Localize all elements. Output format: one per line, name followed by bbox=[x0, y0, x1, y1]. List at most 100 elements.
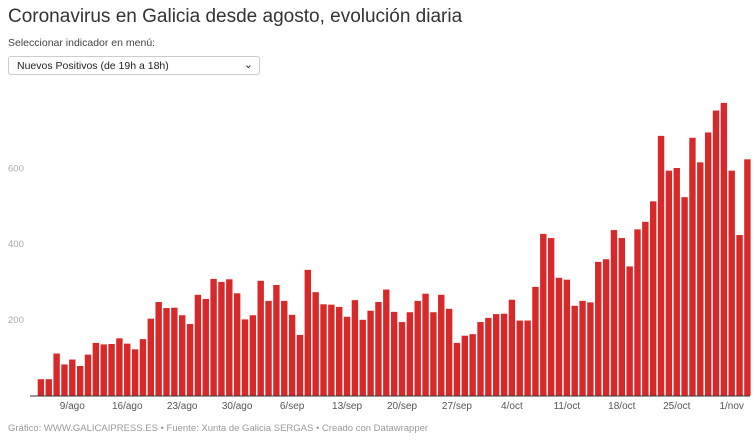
bar bbox=[343, 316, 351, 396]
bar bbox=[712, 110, 720, 396]
x-tick-label: 25/oct bbox=[663, 401, 690, 412]
bar bbox=[469, 334, 476, 396]
bar bbox=[186, 323, 194, 396]
bar bbox=[218, 281, 225, 396]
x-tick-label: 27/sep bbox=[442, 401, 472, 412]
x-tick-label: 16/ago bbox=[112, 401, 143, 412]
bar bbox=[92, 342, 100, 396]
bar bbox=[650, 201, 657, 396]
bar bbox=[265, 300, 272, 396]
bar bbox=[124, 343, 131, 396]
bar bbox=[736, 235, 743, 396]
bar bbox=[233, 293, 241, 396]
bar bbox=[155, 302, 162, 396]
chart-title: Coronavirus en Galicia desde agosto, evo… bbox=[8, 6, 463, 27]
bar bbox=[226, 279, 233, 396]
bar bbox=[500, 313, 508, 396]
bar bbox=[571, 305, 578, 396]
bar bbox=[69, 359, 76, 396]
bar bbox=[179, 315, 186, 396]
x-tick-label: 1/nov bbox=[719, 401, 743, 412]
indicator-select-value: Nuevos Positivos (de 19h a 18h) bbox=[17, 60, 169, 72]
bar bbox=[422, 293, 429, 396]
selector-label: Seleccionar indicador en menú: bbox=[8, 37, 156, 49]
x-tick-label: 23/ago bbox=[167, 401, 198, 412]
bar bbox=[171, 307, 178, 396]
bar bbox=[37, 379, 45, 396]
bar bbox=[336, 306, 343, 396]
bar bbox=[602, 259, 610, 396]
x-tick-label: 9/ago bbox=[60, 401, 85, 412]
bar bbox=[665, 170, 673, 396]
bar bbox=[728, 170, 735, 396]
bar bbox=[147, 318, 154, 396]
y-tick-label: 600 bbox=[8, 163, 24, 174]
x-tick-label: 4/oct bbox=[501, 401, 523, 412]
bar bbox=[555, 277, 563, 396]
bar bbox=[241, 319, 249, 396]
x-tick-label: 6/sep bbox=[280, 401, 305, 412]
bar bbox=[45, 379, 52, 396]
y-tick-label: 400 bbox=[8, 239, 24, 250]
bar bbox=[618, 238, 625, 396]
bar bbox=[697, 162, 704, 396]
bar bbox=[610, 230, 618, 396]
bar bbox=[438, 294, 445, 396]
bar bbox=[320, 304, 327, 396]
bar bbox=[163, 308, 170, 396]
bar bbox=[673, 168, 680, 396]
bar bbox=[288, 314, 296, 396]
bar bbox=[131, 349, 139, 396]
bar bbox=[116, 338, 123, 396]
bar bbox=[430, 312, 437, 396]
bar bbox=[524, 320, 531, 396]
x-tick-label: 13/sep bbox=[332, 401, 362, 412]
bar bbox=[532, 286, 539, 396]
bar bbox=[108, 344, 115, 396]
bar bbox=[383, 289, 390, 396]
bar bbox=[398, 322, 406, 396]
bar bbox=[367, 310, 374, 396]
bar bbox=[414, 300, 421, 396]
bar bbox=[304, 269, 311, 396]
bar bbox=[139, 339, 147, 396]
bar bbox=[453, 342, 461, 396]
bar bbox=[257, 280, 264, 396]
bar bbox=[351, 300, 359, 396]
bar bbox=[493, 314, 500, 396]
bar bbox=[547, 238, 555, 396]
bar bbox=[634, 229, 641, 396]
bar bbox=[689, 137, 696, 396]
bar bbox=[540, 233, 547, 396]
bar bbox=[477, 322, 484, 396]
bar bbox=[53, 353, 60, 396]
bar bbox=[328, 304, 335, 396]
bar bbox=[461, 335, 468, 396]
bar bbox=[579, 300, 586, 396]
bar bbox=[563, 279, 571, 396]
bar bbox=[508, 299, 516, 396]
y-tick-label: 200 bbox=[8, 315, 24, 326]
bar bbox=[657, 135, 665, 396]
bar bbox=[704, 132, 712, 396]
indicator-select[interactable]: Nuevos Positivos (de 19h a 18h) ⌄ bbox=[8, 56, 260, 75]
x-tick-label: 18/oct bbox=[608, 401, 635, 412]
bar bbox=[485, 317, 492, 396]
bar bbox=[61, 364, 68, 396]
x-tick-label: 20/sep bbox=[387, 401, 417, 412]
chevron-down-icon: ⌄ bbox=[243, 59, 253, 71]
bar bbox=[312, 292, 319, 396]
bar bbox=[375, 302, 382, 396]
bar bbox=[642, 221, 649, 396]
bar bbox=[202, 298, 209, 396]
bar bbox=[445, 308, 453, 396]
bar bbox=[516, 320, 523, 396]
x-tick-label: 30/ago bbox=[222, 401, 253, 412]
bar bbox=[281, 300, 288, 396]
bar bbox=[76, 365, 84, 396]
bar bbox=[587, 302, 594, 396]
bar bbox=[194, 294, 202, 396]
bar bbox=[359, 319, 366, 396]
bar bbox=[84, 354, 92, 396]
